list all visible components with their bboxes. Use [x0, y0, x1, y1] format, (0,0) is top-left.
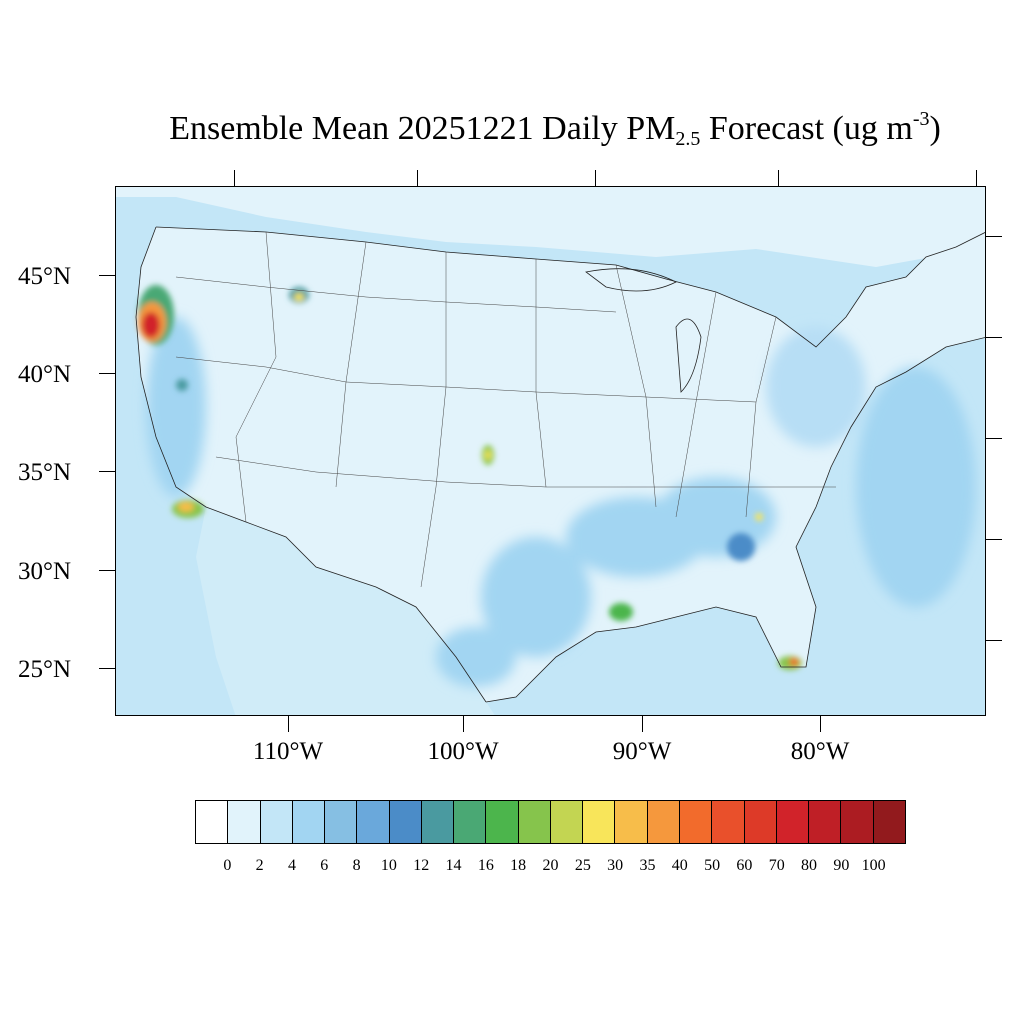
- colorbar-swatch: [260, 801, 293, 843]
- gulf-atlantic-coast: [485, 337, 985, 703]
- colorbar-label: 18: [510, 857, 527, 874]
- right-tick: [986, 539, 1002, 540]
- map-panel: [115, 186, 986, 716]
- colorbar-swatch: [454, 801, 487, 843]
- lat-label-40n: 40°N: [18, 361, 72, 388]
- colorbar-label: 80: [801, 857, 818, 874]
- colorbar-swatch: [325, 801, 358, 843]
- colorbar-label: 14: [445, 857, 462, 874]
- colorbar-swatch: [292, 801, 326, 843]
- lat-label-25n: 25°N: [18, 656, 72, 683]
- lon-label-80w: 80°W: [790, 738, 850, 765]
- colorbar-label: 4: [287, 857, 296, 874]
- colorbar-swatch: [841, 801, 874, 843]
- great-lakes-border: [665, 232, 985, 348]
- colorbar-label: 6: [320, 857, 329, 874]
- top-tick: [595, 170, 596, 186]
- colorbar-swatch: [583, 801, 616, 843]
- colorbar-swatch: [518, 801, 551, 843]
- state-lines: [175, 231, 836, 588]
- colorbar-label: 25: [574, 857, 591, 874]
- colorbar-swatch: [228, 801, 261, 843]
- colorbar-swatch: [679, 801, 713, 843]
- colorbar-label: 20: [542, 857, 559, 874]
- lat-tick-35n: [99, 471, 115, 472]
- colorbar-swatch: [647, 801, 680, 843]
- colorbar: [195, 800, 906, 844]
- pacific-coast: [135, 226, 157, 318]
- top-tick: [976, 170, 977, 186]
- right-tick: [986, 337, 1002, 338]
- lon-label-100w: 100°W: [427, 738, 499, 765]
- title-text-suffix: ): [929, 110, 941, 147]
- lat-tick-25n: [99, 668, 115, 669]
- southern-border: [135, 316, 487, 703]
- colorbar-label: 30: [607, 857, 624, 874]
- pm-hotspots: [138, 285, 802, 670]
- right-tick: [986, 640, 1002, 641]
- colorbar-swatch: [873, 801, 905, 843]
- mexico-region: [196, 507, 495, 715]
- colorbar-label: 90: [833, 857, 850, 874]
- colorbar-label: 60: [736, 857, 753, 874]
- colorbar-swatch: [486, 801, 519, 843]
- colorbar-label: 16: [477, 857, 494, 874]
- colorbar-swatch: [389, 801, 422, 843]
- lat-label-35n: 35°N: [18, 459, 72, 486]
- colorbar-label: 40: [671, 857, 688, 874]
- colorbar-label: 12: [413, 857, 430, 874]
- us-land: [136, 227, 985, 702]
- colorbar-label: 50: [704, 857, 721, 874]
- colorbar-swatch: [809, 801, 842, 843]
- lon-tick-80w: [820, 716, 821, 732]
- colorbar-label: 2: [255, 857, 264, 874]
- lon-tick-90w: [642, 716, 643, 732]
- right-tick: [986, 438, 1002, 439]
- canada-region: [116, 187, 985, 267]
- colorbar-label: 100: [861, 857, 886, 874]
- lon-tick-100w: [463, 716, 464, 732]
- colorbar-swatch: [550, 801, 584, 843]
- colorbar-swatch: [776, 801, 810, 843]
- right-tick: [986, 236, 1002, 237]
- title-text: Ensemble Mean 20251221 Daily PM: [169, 110, 676, 147]
- lake-michigan: [675, 318, 702, 393]
- colorbar-label: 10: [380, 857, 397, 874]
- colorbar-label: 70: [768, 857, 785, 874]
- title-subscript: 2.5: [675, 128, 701, 150]
- colorbar-label: 0: [223, 857, 232, 874]
- colorbar-swatch: [744, 801, 777, 843]
- lat-tick-45n: [99, 275, 115, 276]
- colorbar-swatch: [421, 801, 455, 843]
- top-tick: [234, 170, 235, 186]
- colorbar-label: 8: [352, 857, 361, 874]
- colorbar-label: 35: [639, 857, 656, 874]
- top-tick: [417, 170, 418, 186]
- lat-label-30n: 30°N: [18, 558, 72, 585]
- title-superscript: -3: [912, 108, 930, 130]
- map-title: Ensemble Mean 20251221 Daily PM2.5 Forec…: [0, 108, 1024, 151]
- colorbar-swatch: [712, 801, 745, 843]
- title-text-middle: Forecast (ug m: [700, 110, 913, 147]
- colorbar-swatch: [615, 801, 648, 843]
- lat-tick-40n: [99, 373, 115, 374]
- lon-label-90w: 90°W: [612, 738, 672, 765]
- colorbar-swatch: [357, 801, 390, 843]
- colorbar-swatch: [196, 801, 229, 843]
- lat-label-45n: 45°N: [18, 263, 72, 290]
- lake-superior: [585, 268, 677, 292]
- pm25-map: [116, 187, 985, 715]
- lon-label-110w: 110°W: [252, 738, 324, 765]
- lat-tick-30n: [99, 570, 115, 571]
- lon-tick-110w: [288, 716, 289, 732]
- top-tick: [778, 170, 779, 186]
